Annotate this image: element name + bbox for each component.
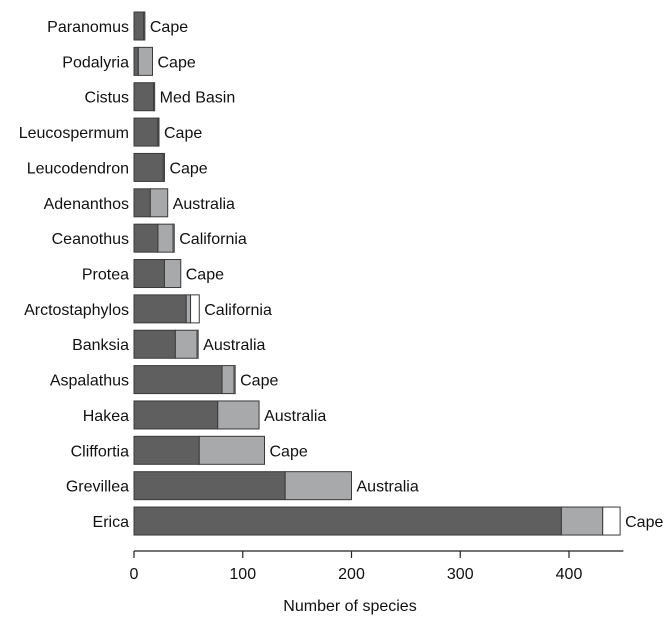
- category-label-aspalathus: Aspalathus: [50, 373, 129, 390]
- region-label-banksia: Australia: [203, 337, 265, 354]
- region-label-cistus: Med Basin: [160, 90, 236, 107]
- category-labels: Paranomus Podalyria Cistus Leucospermum Leuc…: [19, 19, 129, 531]
- bar-ceanothus-segment-3: [172, 223, 175, 253]
- bar-leucospermum-segment-1: [133, 117, 159, 147]
- region-label-podalyria: Cape: [157, 54, 195, 71]
- bar-paranomus-segment-2: [143, 11, 146, 41]
- bar-adenanthos-segment-2: [149, 188, 169, 218]
- bar-cliffortia-segment-1: [133, 435, 200, 465]
- category-label-cliffortia: Cliffortia: [71, 443, 129, 460]
- region-label-protea: Cape: [186, 267, 224, 284]
- bar-banksia-segment-1: [133, 329, 176, 359]
- bar-arctostaphylos-segment-1: [133, 294, 187, 324]
- region-label-hakea: Australia: [264, 408, 326, 425]
- category-label-adenanthos: Adenanthos: [44, 196, 129, 213]
- category-label-podalyria: Podalyria: [62, 54, 129, 71]
- bar-arctostaphylos-segment-3: [190, 294, 200, 324]
- region-label-adenanthos: Australia: [173, 196, 235, 213]
- category-label-paranomus: Paranomus: [47, 19, 129, 36]
- region-label-grevillea: Australia: [357, 479, 419, 496]
- bar-erica-segment-3: [602, 506, 621, 536]
- region-label-leucospermum: Cape: [164, 125, 202, 142]
- x-tick-label-100: 100: [229, 566, 256, 583]
- bar-banksia-segment-2: [174, 329, 198, 359]
- bar-banksia-segment-3: [196, 329, 199, 359]
- region-label-cliffortia: Cape: [270, 443, 308, 460]
- category-label-cistus: Cistus: [85, 90, 129, 107]
- region-label-paranomus: Cape: [150, 19, 188, 36]
- region-label-arctostaphylos: California: [204, 302, 272, 319]
- region-labels: Cape Cape Med Basin Cape Cape Australia Califo…: [150, 19, 664, 531]
- category-label-ceanothus: Ceanothus: [52, 231, 129, 248]
- bar-podalyria-segment-2: [137, 46, 153, 76]
- x-axis: 0 100 200 300 400: [130, 550, 624, 583]
- bar-paranomus-segment-1: [133, 11, 145, 41]
- bars-group: [133, 11, 621, 536]
- bar-hakea-segment-2: [217, 400, 260, 430]
- category-label-grevillea: Grevillea: [66, 479, 129, 496]
- bar-podalyria-segment-1: [133, 46, 139, 76]
- bar-adenanthos-segment-1: [133, 188, 151, 218]
- x-tick-label-400: 400: [556, 566, 583, 583]
- category-label-protea: Protea: [82, 267, 129, 284]
- bar-protea-segment-2: [163, 259, 182, 289]
- region-label-leucodendron: Cape: [169, 160, 207, 177]
- bar-aspalathus-segment-1: [133, 365, 223, 395]
- bar-grevillea-segment-2: [284, 471, 353, 501]
- bar-ceanothus-segment-2: [157, 223, 174, 253]
- bar-erica-segment-2: [560, 506, 604, 536]
- x-axis-title: Number of species: [283, 598, 416, 615]
- bar-cistus-segment-1: [133, 82, 155, 112]
- bar-leucospermum-segment-2: [157, 117, 160, 147]
- bar-cliffortia-segment-2: [198, 435, 265, 465]
- bar-aspalathus-segment-2: [221, 365, 235, 395]
- category-label-arctostaphylos: Arctostaphylos: [24, 302, 129, 319]
- bar-erica-segment-1: [133, 506, 562, 536]
- x-tick-label-0: 0: [130, 566, 139, 583]
- category-label-leucodendron: Leucodendron: [27, 160, 129, 177]
- category-label-leucospermum: Leucospermum: [19, 125, 129, 142]
- category-label-hakea: Hakea: [83, 408, 129, 425]
- bar-grevillea-segment-1: [133, 471, 286, 501]
- category-label-banksia: Banksia: [72, 337, 129, 354]
- bar-leucodendron-segment-1: [133, 152, 164, 182]
- region-label-ceanothus: California: [179, 231, 247, 248]
- x-tick-label-200: 200: [338, 566, 365, 583]
- x-tick-label-300: 300: [447, 566, 474, 583]
- bar-hakea-segment-1: [133, 400, 219, 430]
- bar-protea-segment-1: [133, 259, 165, 289]
- bar-leucodendron-segment-2: [162, 152, 165, 182]
- bar-cistus-segment-2: [153, 82, 156, 112]
- region-label-aspalathus: Cape: [240, 373, 278, 390]
- category-label-erica: Erica: [93, 514, 130, 531]
- region-label-erica: Cape: [625, 514, 663, 531]
- bar-ceanothus-segment-1: [133, 223, 159, 253]
- bar-aspalathus-segment-3: [233, 365, 236, 395]
- bar-arctostaphylos-segment-2: [185, 294, 192, 324]
